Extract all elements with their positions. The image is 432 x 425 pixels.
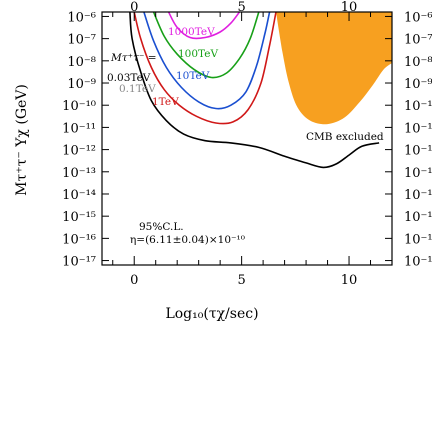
- x-axis-title: Log₁₀(τχ/sec): [165, 306, 258, 322]
- cmb-excluded-label: CMB excluded: [306, 131, 384, 143]
- series-label-10tev: 10TeV: [176, 70, 210, 82]
- y-tick-label-left: 10⁻¹⁶: [62, 232, 96, 247]
- y-tick-label-right: 10⁻¹²: [404, 144, 432, 159]
- series-line-1000tev: [167, 12, 241, 40]
- cmb-excluded-region: [276, 12, 392, 125]
- y-tick-label-right: 10⁻¹⁰: [404, 99, 432, 114]
- x-tick-label-top: 5: [237, 0, 245, 15]
- series-label-1tev: 1TeV: [152, 96, 179, 108]
- y-tick-label-left: 10⁻⁷: [67, 33, 96, 48]
- y-tick-label-left: 10⁻¹⁴: [62, 188, 96, 203]
- y-tick-label-right: 10⁻¹³: [404, 166, 432, 181]
- y-tick-label-right: 10⁻¹⁵: [404, 210, 432, 225]
- y-tick-label-left: 10⁻⁶: [67, 10, 96, 25]
- y-tick-label-left: 10⁻¹³: [62, 166, 96, 181]
- series-label-100tev: 100TeV: [178, 48, 218, 60]
- y-tick-label-right: 10⁻⁶: [404, 10, 432, 25]
- y-tick-label-right: 10⁻⁸: [404, 55, 432, 70]
- cmb-region-fill: [276, 12, 392, 125]
- cl-label: 95%C.L.: [139, 221, 184, 233]
- plot-frame: [101, 11, 393, 266]
- series-line-10tev: [143, 12, 271, 110]
- y-tick-label-right: 10⁻¹⁷: [404, 255, 432, 270]
- x-tick-label-bottom: 10: [341, 273, 358, 288]
- series-label-003tev: 0.03TeV: [107, 72, 151, 84]
- y-tick-label-right: 10⁻¹⁶: [404, 232, 432, 247]
- x-tick-label-bottom: 0: [130, 273, 138, 288]
- y-tick-label-right: 10⁻¹¹: [404, 121, 432, 136]
- series-line-100tev: [152, 12, 260, 79]
- y-tick-label-left: 10⁻¹⁷: [62, 255, 96, 270]
- y-tick-label-right: 10⁻⁹: [404, 77, 432, 92]
- curves-group: [129, 12, 380, 169]
- tick-marks: [102, 12, 393, 265]
- series-line-1tev: [133, 12, 277, 125]
- eta-label: η=(6.11±0.04)×10⁻¹⁰: [130, 234, 245, 246]
- y-tick-label-left: 10⁻¹¹: [62, 121, 96, 136]
- y-tick-label-left: 10⁻¹⁰: [62, 99, 96, 114]
- y-tick-label-left: 10⁻¹²: [62, 144, 96, 159]
- x-tick-label-bottom: 5: [237, 273, 245, 288]
- y-tick-label-right: 10⁻⁷: [404, 33, 432, 48]
- series-line-01tev: [129, 12, 380, 169]
- y-tick-label-left: 10⁻¹⁵: [62, 210, 96, 225]
- x-tick-label-top: 10: [341, 0, 358, 15]
- series-label-01tev: 0.1TeV: [119, 83, 156, 95]
- series-label-1000tev: 1000TeV: [168, 26, 215, 38]
- y-tick-label-left: 10⁻⁹: [67, 77, 96, 92]
- y-axis-title: Mτ⁺τ⁻ Yχ (GeV): [14, 84, 30, 196]
- mass-label: Mτ⁺τ⁻ =: [110, 52, 157, 64]
- x-tick-label-top: 0: [130, 0, 138, 15]
- tick-labels: 10⁻⁶ 10⁻⁶ 10⁻⁷ 10⁻⁷ 10⁻⁸ 10⁻⁸ 10⁻⁹ 10⁻⁹ 10⁻¹⁰ 10⁻…: [62, 0, 432, 288]
- y-tick-label-right: 10⁻¹⁴: [404, 188, 432, 203]
- y-tick-label-left: 10⁻⁸: [67, 55, 96, 70]
